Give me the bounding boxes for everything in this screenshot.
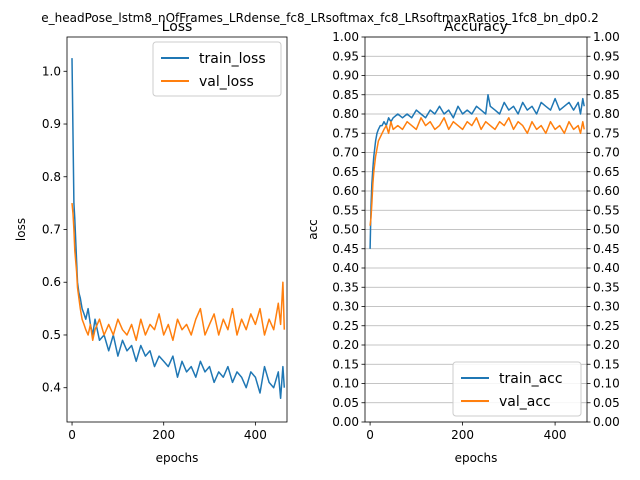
accuracy-xtick-label: 400 [544, 428, 567, 442]
accuracy-ytick-label-right: 0.65 [593, 165, 620, 179]
loss-legend-label: val_loss [199, 74, 254, 90]
figure-suptitle: e_headPose_lstm8_nOfFrames_LRdense_fc8_L… [41, 11, 599, 25]
accuracy-ytick-label: 0.50 [332, 223, 359, 237]
accuracy-ytick-label-right: 0.20 [593, 338, 620, 352]
accuracy-ytick-label: 0.40 [332, 261, 359, 275]
loss-xtick-label: 200 [152, 428, 175, 442]
loss-xtick-label: 400 [244, 428, 267, 442]
accuracy-ytick-label: 0.30 [332, 300, 359, 314]
accuracy-ytick-label-right: 0.70 [593, 146, 620, 160]
accuracy-ytick-label-right: 0.80 [593, 107, 620, 121]
accuracy-ytick-label: 0.05 [332, 396, 359, 410]
accuracy-ytick-label-right: 0.85 [593, 88, 620, 102]
accuracy-ytick-label-right: 1.00 [593, 30, 620, 44]
train-loss-line [71, 58, 286, 400]
loss-ytick-label: 0.4 [42, 381, 61, 395]
accuracy-ytick-label: 0.15 [332, 357, 359, 371]
accuracy-xtick-label: 200 [451, 428, 474, 442]
accuracy-ytick-label: 0.80 [332, 107, 359, 121]
loss-title: Loss [162, 19, 193, 35]
accuracy-ytick-label: 0.75 [332, 126, 359, 140]
accuracy-ytick-label: 0.55 [332, 203, 359, 217]
accuracy-ytick-label: 0.20 [332, 338, 359, 352]
accuracy-ytick-label: 0.25 [332, 319, 359, 333]
accuracy-ytick-label: 0.70 [332, 146, 359, 160]
loss-ytick-label: 0.9 [42, 117, 61, 131]
loss-ytick-label: 0.8 [42, 170, 61, 184]
accuracy-ytick-label-right: 0.90 [593, 69, 620, 83]
accuracy-ytick-label-right: 0.75 [593, 126, 620, 140]
loss-ytick-label: 1.0 [42, 64, 61, 78]
accuracy-ytick-label-right: 0.30 [593, 300, 620, 314]
accuracy-ytick-label-right: 0.15 [593, 357, 620, 371]
val-acc-line [369, 117, 585, 226]
loss-series [71, 58, 286, 400]
loss-xtick-label: 0 [68, 428, 76, 442]
accuracy-ytick-label-right: 0.35 [593, 280, 620, 294]
loss-panel: 0.4 0.5 0.6 0.7 0.8 0.9 1.0 0 200 400 Loss epochs… [14, 19, 288, 465]
loss-ytick-label: 0.7 [42, 223, 61, 237]
accuracy-xtick-label: 0 [366, 428, 374, 442]
accuracy-ytick-label-right: 0.60 [593, 184, 620, 198]
accuracy-ytick-label-right: 0.40 [593, 261, 620, 275]
accuracy-ytick-label: 0.10 [332, 377, 359, 391]
accuracy-ytick-label: 0.45 [332, 242, 359, 256]
accuracy-ytick-label-right: 0.05 [593, 396, 620, 410]
loss-legend-box [152, 41, 282, 97]
accuracy-ytick-label: 0.95 [332, 49, 359, 63]
accuracy-series [369, 94, 585, 249]
accuracy-ytick-label: 1.00 [332, 30, 359, 44]
accuracy-ticks: 0.00 0.00 0.05 0.05 0.10 0.10 0.15 0.15 0.20 0.20… [332, 30, 619, 442]
accuracy-legend: train_acc val_acc [452, 361, 582, 417]
accuracy-legend-label: val_acc [499, 394, 551, 410]
loss-ytick-label: 0.5 [42, 328, 61, 342]
accuracy-ytick-label-right: 0.45 [593, 242, 620, 256]
accuracy-ytick-label: 0.60 [332, 184, 359, 198]
accuracy-panel: 0.00 0.00 0.05 0.05 0.10 0.10 0.15 0.15 0.20 0.20… [306, 19, 620, 465]
accuracy-legend-label: train_acc [499, 371, 563, 387]
accuracy-ytick-label-right: 0.55 [593, 203, 620, 217]
train-acc-line [369, 94, 585, 249]
accuracy-ytick-label: 0.65 [332, 165, 359, 179]
accuracy-ytick-label-right: 0.10 [593, 377, 620, 391]
accuracy-ytick-label: 0.90 [332, 69, 359, 83]
accuracy-ytick-label: 0.85 [332, 88, 359, 102]
accuracy-ytick-label: 0.00 [332, 415, 359, 429]
accuracy-ytick-label-right: 0.25 [593, 319, 620, 333]
accuracy-ytick-label-right: 0.95 [593, 49, 620, 63]
val-loss-line [71, 203, 286, 342]
loss-xlabel: epochs [156, 451, 199, 465]
accuracy-ytick-label: 0.35 [332, 280, 359, 294]
accuracy-ytick-label-right: 0.50 [593, 223, 620, 237]
loss-ticks: 0.4 0.5 0.6 0.7 0.8 0.9 1.0 0 200 400 [42, 64, 267, 442]
loss-legend-label: train_loss [199, 51, 266, 67]
accuracy-ylabel: acc [306, 219, 320, 240]
accuracy-legend-box [452, 361, 582, 417]
accuracy-ytick-label-right: 0.00 [593, 415, 620, 429]
accuracy-title: Accuracy [444, 19, 508, 35]
accuracy-xlabel: epochs [455, 451, 498, 465]
loss-legend: train_loss val_loss [152, 41, 282, 97]
loss-ytick-label: 0.6 [42, 275, 61, 289]
loss-ylabel: loss [14, 218, 28, 241]
